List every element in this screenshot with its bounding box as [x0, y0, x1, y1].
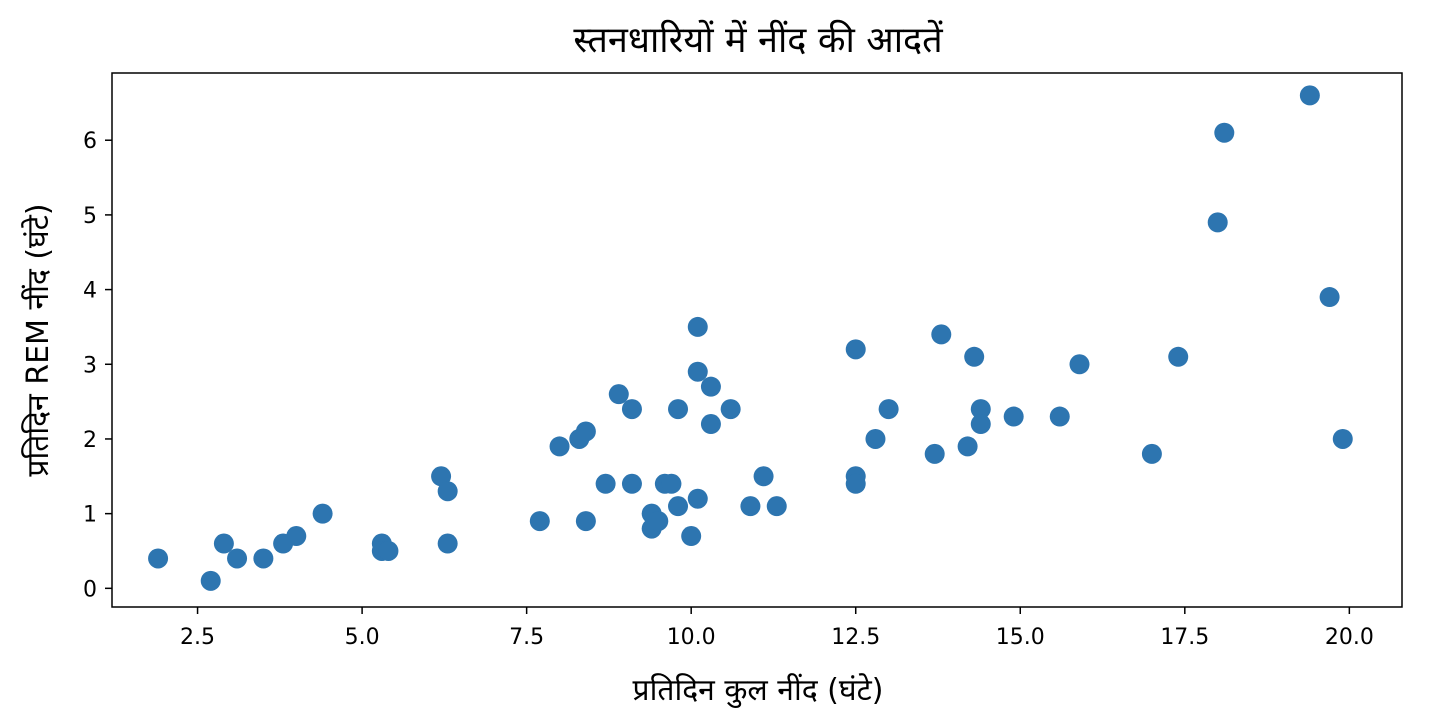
data-point — [575, 421, 596, 442]
x-tick-label: 15.0 — [996, 625, 1045, 650]
data-point — [753, 466, 774, 487]
data-point — [253, 548, 274, 569]
data-point — [595, 473, 616, 494]
data-point — [865, 428, 886, 449]
data-point — [740, 496, 761, 517]
data-point — [431, 466, 452, 487]
data-point — [700, 376, 721, 397]
data-point — [1003, 406, 1024, 427]
data-points — [148, 85, 1353, 591]
y-tick-label: 1 — [83, 503, 97, 528]
x-tick-label: 10.0 — [667, 625, 716, 650]
y-tick-label: 3 — [83, 353, 97, 378]
data-point — [549, 436, 570, 457]
data-point — [608, 384, 629, 405]
data-point — [931, 324, 952, 345]
x-tick-label: 17.5 — [1160, 625, 1209, 650]
data-point — [1168, 346, 1189, 367]
data-point — [575, 511, 596, 532]
data-point — [1214, 122, 1235, 143]
data-point — [1069, 354, 1090, 375]
data-point — [720, 399, 741, 420]
data-point — [621, 399, 642, 420]
data-point — [437, 481, 458, 502]
data-point — [1332, 428, 1353, 449]
data-point — [529, 511, 550, 532]
data-point — [687, 488, 708, 509]
data-point — [681, 526, 702, 547]
data-point — [378, 540, 399, 561]
data-point — [845, 339, 866, 360]
data-point — [661, 473, 682, 494]
y-tick-label: 2 — [83, 428, 97, 453]
y-axis-title: प्रतिदिन REM नींद (घंटे) — [21, 203, 56, 476]
data-point — [286, 526, 307, 547]
x-tick-label: 2.5 — [180, 625, 215, 650]
x-axis-title: प्रतिदिन कुल नींद (घंटे) — [633, 673, 884, 709]
y-tick-label: 4 — [83, 279, 97, 304]
data-point — [878, 399, 899, 420]
data-point — [437, 533, 458, 554]
data-point — [148, 548, 169, 569]
data-point — [766, 496, 787, 517]
data-point — [312, 503, 333, 524]
data-point — [1299, 85, 1320, 106]
y-tick-label: 0 — [83, 577, 97, 602]
data-point — [1207, 212, 1228, 233]
x-tick-label: 12.5 — [831, 625, 880, 650]
data-point — [687, 361, 708, 382]
data-point — [200, 570, 221, 591]
y-tick-label: 6 — [83, 129, 97, 154]
x-axis: 2.5 5.0 7.5 10.0 12.5 15.0 17.5 20.0 — [180, 607, 1374, 650]
data-point — [1141, 443, 1162, 464]
x-tick-label: 5.0 — [345, 625, 380, 650]
data-point — [845, 473, 866, 494]
data-point — [970, 414, 991, 435]
x-tick-label: 20.0 — [1325, 625, 1374, 650]
y-axis: 0 1 2 3 4 5 6 — [83, 129, 112, 602]
x-tick-label: 7.5 — [509, 625, 544, 650]
data-point — [668, 496, 689, 517]
data-point — [213, 533, 234, 554]
plot-area-frame — [111, 72, 1403, 608]
data-point — [227, 548, 248, 569]
data-point — [1319, 287, 1340, 308]
data-point — [668, 399, 689, 420]
data-point — [1049, 406, 1070, 427]
data-point — [648, 511, 669, 532]
data-point — [687, 316, 708, 337]
y-tick-label: 5 — [83, 204, 97, 229]
data-point — [924, 443, 945, 464]
data-point — [964, 346, 985, 367]
data-point — [957, 436, 978, 457]
data-point — [700, 414, 721, 435]
data-point — [970, 399, 991, 420]
chart-title: स्तनधारियों में नींद की आदतें — [573, 19, 944, 61]
data-point — [621, 473, 642, 494]
